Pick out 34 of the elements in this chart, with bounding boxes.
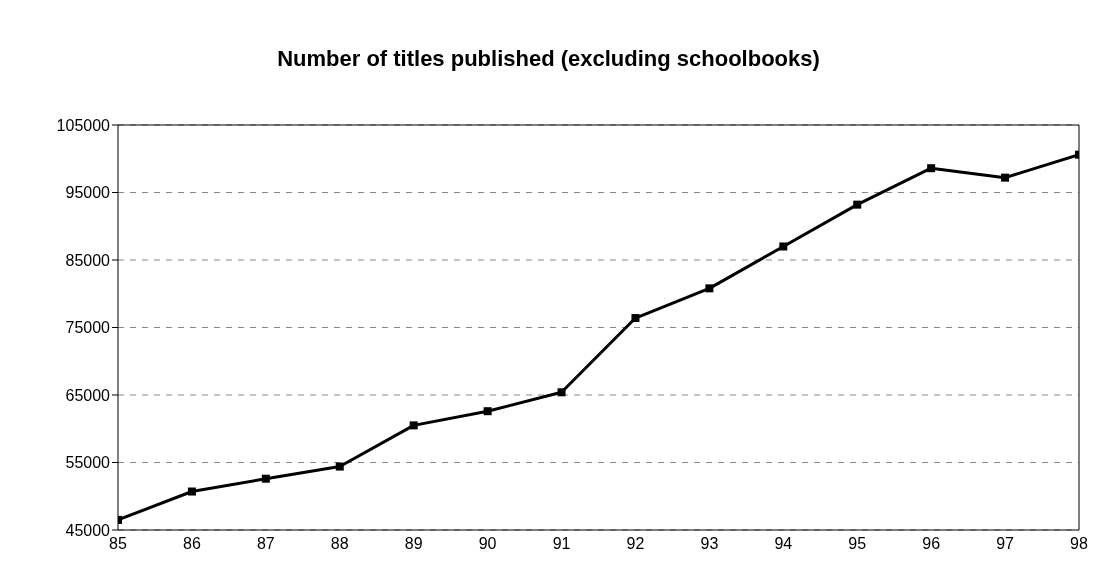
y-tick-label: 75000 [65,319,111,337]
y-tick-label: 65000 [65,386,111,404]
point [335,462,344,471]
point [631,314,640,323]
y-tick-label: 95000 [65,184,111,202]
x-tick-label: 92 [626,535,645,553]
x-tick-label: 98 [1070,535,1088,553]
point [483,407,492,416]
point [557,388,566,397]
y-tick-label: 45000 [65,521,111,539]
point [1001,173,1010,182]
y-tick-label: 105000 [56,116,111,134]
x-tick-label: 95 [848,535,867,553]
chart-title: Number of titles published (excluding schoolbooks) [276,45,821,71]
point [853,200,862,209]
x-tick-label: 86 [183,535,201,553]
x-tick-label: 85 [109,535,127,553]
point [409,421,418,430]
x-tick-label: 96 [922,535,941,553]
point [261,474,270,483]
x-tick-label: 90 [478,535,497,553]
x-tick-label: 88 [330,535,349,553]
x-tick-label: 91 [552,535,571,553]
point [927,164,936,173]
point [705,284,714,293]
x-tick-label: 93 [700,535,719,553]
y-tick-label: 85000 [65,251,111,269]
x-tick-label: 97 [996,535,1015,553]
x-tick-label: 87 [256,535,275,553]
x-tick-label: 94 [774,535,793,553]
point [187,487,196,496]
y-tick-label: 55000 [65,454,111,472]
x-tick-label: 89 [404,535,423,553]
point [779,242,788,251]
